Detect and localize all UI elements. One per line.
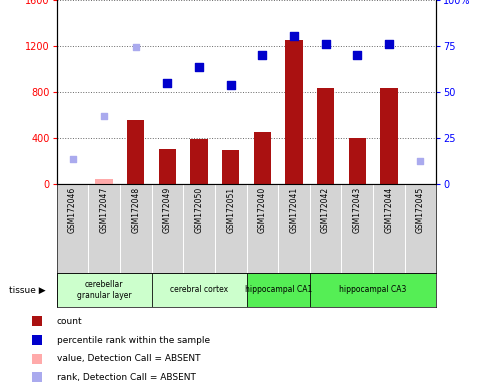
Text: GSM172044: GSM172044 bbox=[385, 187, 393, 233]
Point bbox=[164, 80, 172, 86]
Text: GSM172051: GSM172051 bbox=[226, 187, 235, 233]
Text: GSM172045: GSM172045 bbox=[416, 187, 425, 233]
Point bbox=[353, 52, 361, 58]
Point bbox=[69, 156, 76, 162]
Bar bbox=[152, 273, 246, 307]
Bar bbox=[96, 179, 113, 184]
Text: value, Detection Call = ABSENT: value, Detection Call = ABSENT bbox=[57, 354, 200, 363]
Point bbox=[227, 82, 235, 88]
Point bbox=[195, 64, 203, 70]
Point bbox=[417, 158, 424, 164]
Bar bbox=[380, 88, 397, 184]
Text: hippocampal CA1: hippocampal CA1 bbox=[245, 285, 312, 295]
Bar bbox=[246, 273, 310, 307]
Text: cerebellar
granular layer: cerebellar granular layer bbox=[77, 280, 132, 300]
Text: hippocampal CA3: hippocampal CA3 bbox=[339, 285, 407, 295]
Bar bbox=[57, 273, 152, 307]
Point bbox=[321, 41, 329, 47]
Text: cerebral cortex: cerebral cortex bbox=[170, 285, 228, 295]
Bar bbox=[317, 88, 334, 184]
Text: GSM172049: GSM172049 bbox=[163, 187, 172, 233]
Bar bbox=[159, 149, 176, 184]
Bar bbox=[190, 139, 208, 184]
Point bbox=[258, 52, 266, 58]
Point bbox=[132, 44, 140, 50]
Bar bbox=[349, 138, 366, 184]
Text: GSM172046: GSM172046 bbox=[68, 187, 77, 233]
Bar bbox=[127, 120, 144, 184]
Text: GSM172043: GSM172043 bbox=[352, 187, 362, 233]
Bar bbox=[253, 132, 271, 184]
Point bbox=[385, 41, 393, 47]
Text: rank, Detection Call = ABSENT: rank, Detection Call = ABSENT bbox=[57, 372, 196, 382]
Text: tissue ▶: tissue ▶ bbox=[9, 285, 45, 295]
Text: GSM172050: GSM172050 bbox=[195, 187, 204, 233]
Bar bbox=[285, 40, 303, 184]
Text: GSM172048: GSM172048 bbox=[131, 187, 141, 233]
Text: percentile rank within the sample: percentile rank within the sample bbox=[57, 336, 210, 345]
Bar bbox=[222, 150, 240, 184]
Point bbox=[100, 113, 108, 119]
Bar bbox=[310, 273, 436, 307]
Text: GSM172040: GSM172040 bbox=[258, 187, 267, 233]
Text: GSM172042: GSM172042 bbox=[321, 187, 330, 233]
Point bbox=[290, 33, 298, 39]
Text: GSM172041: GSM172041 bbox=[289, 187, 298, 233]
Text: count: count bbox=[57, 316, 82, 326]
Text: GSM172047: GSM172047 bbox=[100, 187, 108, 233]
